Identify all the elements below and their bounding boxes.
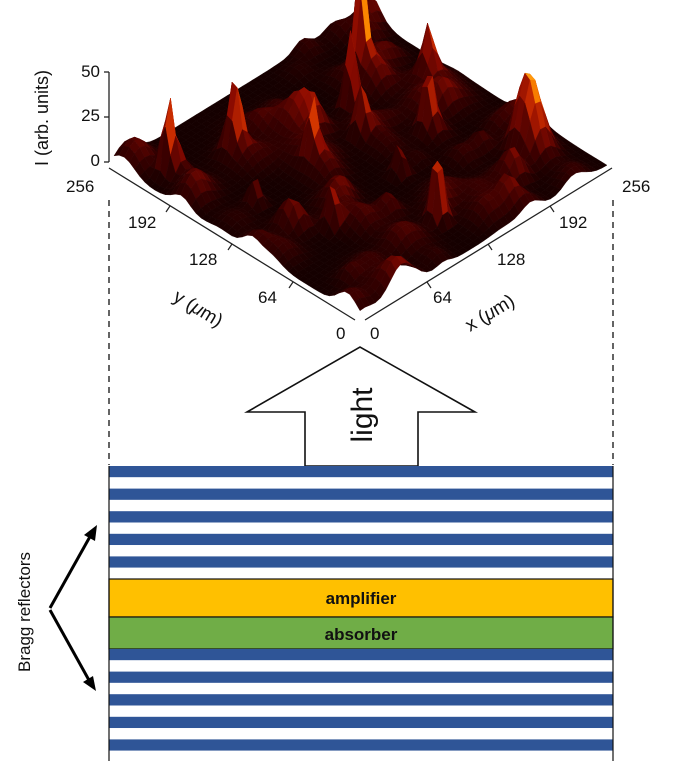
top-mirror-stripe-7	[109, 545, 613, 557]
surface-texture	[113, 0, 608, 311]
bragg-arrow-down-line	[48, 609, 92, 683]
top-bragg-mirror	[109, 466, 613, 579]
bottom-mirror-stripe-8	[109, 739, 613, 751]
z-tick-label-25: 25	[81, 106, 100, 125]
y-tick-label-128: 128	[189, 250, 217, 269]
x-tick-label-64: 64	[433, 288, 452, 307]
y-tick-label-256: 256	[66, 177, 94, 196]
x-tick-label-0: 0	[370, 324, 379, 343]
bottom-mirror-stripe-1	[109, 660, 613, 672]
x-tick-label-192: 192	[559, 213, 587, 232]
x-tick-label-256: 256	[622, 177, 650, 196]
y-tick-64	[288, 281, 294, 289]
bottom-mirror-stripe-4	[109, 694, 613, 706]
z-axis: 0 25 50 I (arb. units)	[32, 62, 110, 170]
bottom-mirror-stripe-7	[109, 728, 613, 740]
bragg-arrow-up-head	[84, 525, 97, 541]
x-tick-192	[549, 205, 555, 213]
y-axis: 256 192 128 64 0 y (μm)	[66, 167, 356, 343]
amplifier-label: amplifier	[326, 589, 397, 608]
bottom-mirror-stripe-2	[109, 671, 613, 683]
z-tick-label-0: 0	[91, 151, 100, 170]
bottom-bragg-mirror	[109, 649, 613, 761]
bragg-arrow-up-line	[48, 532, 94, 609]
bragg-annotation: Bragg reflectors	[15, 525, 97, 691]
top-mirror-stripe-1	[109, 477, 613, 489]
top-mirror-stripe-8	[109, 556, 613, 568]
bragg-arrow-down-head	[83, 676, 96, 691]
top-mirror-stripe-4	[109, 511, 613, 523]
light-arrow-shape	[244, 346, 479, 467]
surface-plot: 0 25 50 I (arb. units) 256 192 128 64 0 …	[32, 0, 650, 343]
absorber-label: absorber	[325, 625, 398, 644]
y-axis-label: y (μm)	[169, 286, 226, 332]
surface-patch-2303	[354, 297, 366, 311]
top-mirror-stripe-0	[109, 466, 613, 478]
x-tick-128	[487, 243, 493, 251]
y-tick-192	[165, 205, 171, 213]
x-axis-label: x (μm)	[462, 291, 519, 337]
x-tick-label-128: 128	[497, 250, 525, 269]
y-tick-label-192: 192	[128, 213, 156, 232]
y-tick-label-0: 0	[336, 324, 345, 343]
z-tick-label-50: 50	[81, 62, 100, 81]
bottom-mirror-stripe-3	[109, 682, 613, 695]
bottom-mirror-stripe-9	[109, 750, 613, 761]
x-tick-64	[426, 281, 432, 289]
bottom-mirror-stripe-5	[109, 705, 613, 717]
bottom-mirror-stripe-0	[109, 649, 613, 661]
y-tick-label-64: 64	[258, 288, 277, 307]
top-mirror-stripe-3	[109, 499, 613, 512]
top-mirror-stripe-6	[109, 533, 613, 546]
bragg-reflectors-label: Bragg reflectors	[15, 552, 34, 672]
top-mirror-stripe-5	[109, 522, 613, 534]
light-arrow: light	[244, 346, 479, 467]
top-mirror-stripe-2	[109, 488, 613, 500]
light-arrow-label: light	[346, 387, 379, 443]
vcsel-structure: amplifier absorber	[108, 466, 614, 761]
amplifier-layer	[108, 578, 614, 618]
y-tick-128	[227, 243, 233, 251]
z-axis-label: I (arb. units)	[32, 70, 52, 166]
top-mirror-stripe-9	[109, 567, 613, 579]
bottom-mirror-stripe-6	[109, 716, 613, 729]
